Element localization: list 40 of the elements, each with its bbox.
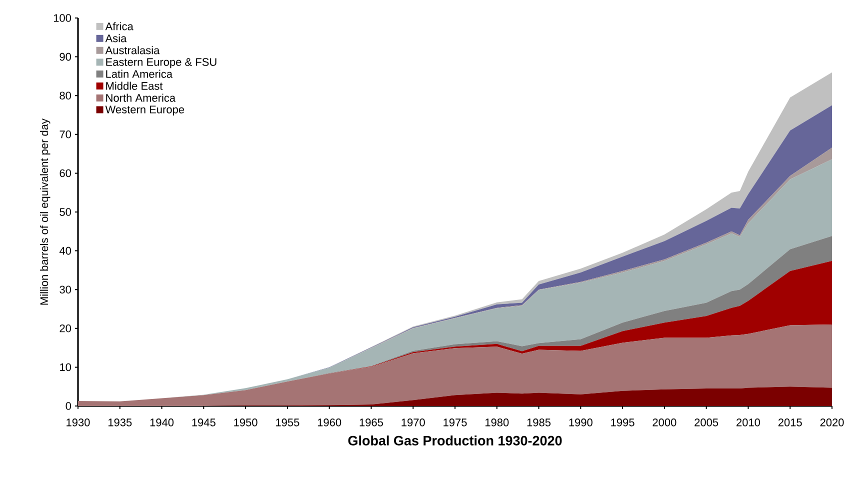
y-axis-title: Million barrels of oil equivalent per day bbox=[40, 118, 50, 305]
legend-label: Western Europe bbox=[105, 106, 184, 116]
x-tick-label: 2020 bbox=[820, 418, 844, 426]
y-tick-label: 30 bbox=[60, 286, 72, 294]
y-tick-label: 20 bbox=[60, 324, 72, 332]
x-tick-label: 1940 bbox=[150, 418, 174, 426]
legend-label: Asia bbox=[105, 34, 127, 42]
legend-label: Latin America bbox=[106, 70, 173, 78]
x-tick-label: 1985 bbox=[527, 418, 551, 426]
x-tick-label: 1950 bbox=[234, 418, 258, 426]
y-tick-label: 40 bbox=[59, 246, 72, 255]
y-tick-label: 10 bbox=[60, 363, 72, 372]
x-tick-label: 2015 bbox=[778, 418, 802, 426]
text: Global Gas Production 1930-2020 bbox=[348, 436, 562, 446]
x-tick-label: 1960 bbox=[318, 418, 342, 426]
x-tick-label: 1970 bbox=[402, 418, 425, 426]
y-tick-label: 80 bbox=[60, 92, 72, 100]
x-tick-label: 1935 bbox=[108, 418, 132, 426]
legend-label: North America bbox=[106, 94, 176, 102]
y-tick-label: 50 bbox=[60, 208, 72, 216]
x-tick-label: 1930 bbox=[66, 418, 90, 426]
x-tick-label: 1965 bbox=[360, 418, 383, 426]
y-tick-label: 0 bbox=[66, 402, 72, 410]
x-tick-label: 1975 bbox=[444, 418, 467, 426]
x-tick-label: 1995 bbox=[611, 418, 634, 426]
x-tick-label: 1945 bbox=[192, 418, 216, 426]
x-tick-label: 1990 bbox=[569, 418, 592, 426]
x-tick-label: 2000 bbox=[652, 418, 676, 426]
x-tick-label: 1980 bbox=[485, 418, 509, 426]
x-tick-label: 2005 bbox=[694, 418, 718, 426]
y-tick-label: 70 bbox=[60, 130, 72, 138]
x-tick-label: 2010 bbox=[736, 418, 760, 426]
legend-label: Australasia bbox=[105, 46, 160, 54]
y-tick-label: 90 bbox=[60, 52, 72, 61]
legend-label: Middle East bbox=[106, 82, 163, 90]
y-tick-label: 100 bbox=[54, 14, 72, 22]
legend-label: Africa bbox=[105, 22, 134, 30]
legend-label: Eastern Europe & FSU bbox=[106, 58, 216, 68]
y-tick-label: 60 bbox=[60, 169, 72, 178]
x-tick-label: 1955 bbox=[276, 418, 300, 426]
